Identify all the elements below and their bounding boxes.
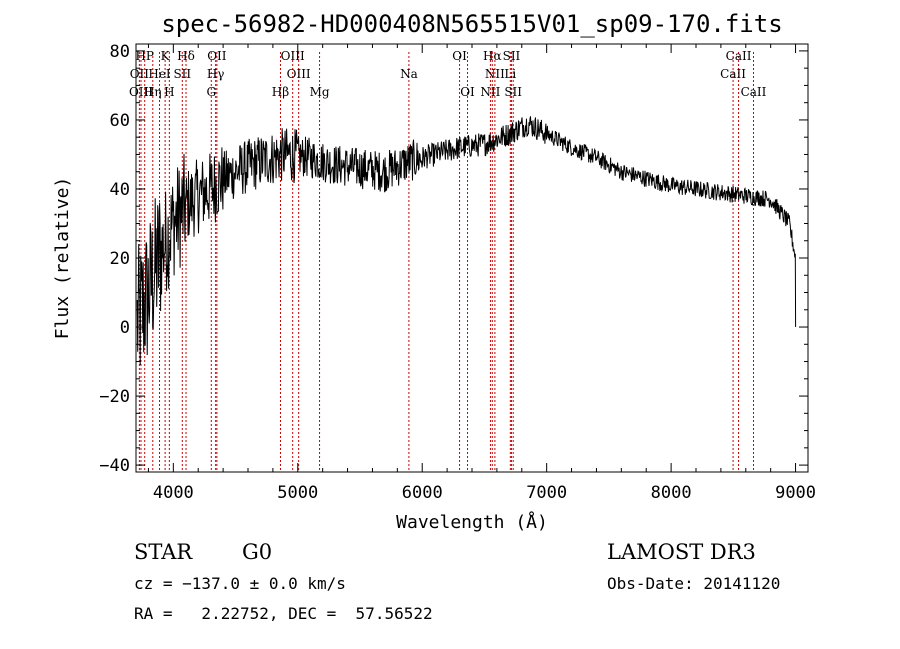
y-tick-label: 60	[110, 111, 130, 131]
spectral-line-label: Na	[400, 67, 418, 81]
x-tick-label: 7000	[526, 483, 567, 503]
spectral-line-label: OI	[452, 49, 467, 63]
chart-title: spec-56982-HD000408N565515V01_sp09-170.f…	[161, 10, 782, 38]
y-tick-label: 20	[110, 249, 130, 269]
x-tick-label: 4000	[153, 483, 194, 503]
spectral-line-label: HeI	[148, 67, 171, 81]
y-axis-label: Flux (relative)	[52, 177, 73, 340]
x-tick-label: 6000	[402, 483, 443, 503]
spectral-line-label: CaII	[726, 49, 752, 63]
spectral-line-label: K	[161, 49, 171, 63]
x-tick-label: 8000	[651, 483, 692, 503]
spectral-line-label: Hα	[483, 49, 502, 63]
spectral-line-label: CaII	[741, 85, 767, 99]
spectral-line-label: NII	[480, 85, 500, 99]
y-tick-label: 0	[120, 318, 130, 338]
y-tick-label: −20	[99, 387, 130, 407]
survey-name: LAMOST DR3	[607, 540, 756, 564]
spectrum-series-line	[136, 116, 797, 366]
spectral-line-label: Hη	[144, 85, 162, 99]
obs-date-text: Obs-Date: 20141120	[607, 574, 780, 593]
spectral-line-label: OIII	[129, 85, 153, 99]
spectral-line-label: OII	[130, 67, 150, 81]
spectral-line-label: CaII	[720, 67, 746, 81]
spectral-line-label: OII	[207, 49, 227, 63]
spectral-line-label: SII	[503, 49, 521, 63]
spectral-line-label: Hδ	[177, 49, 195, 63]
spectral-line-label: Mg	[310, 85, 330, 99]
spectral-line-label: OIII	[287, 67, 311, 81]
y-tick-label: 80	[110, 42, 130, 62]
object-subclass: G0	[242, 540, 272, 564]
spectral-line-label: OIII	[281, 49, 305, 63]
spectral-line-label: G	[206, 85, 216, 99]
x-axis-label: Wavelength (Å)	[396, 511, 548, 533]
spectral-line-markers	[138, 52, 754, 472]
redshift-text: cz = −137.0 ± 0.0 km/s	[134, 574, 346, 593]
spectral-line-label: Li	[504, 67, 516, 81]
spectral-line-label: Hγ	[207, 67, 225, 81]
plot-frame	[135, 43, 809, 473]
y-tick-labels: −40 −20 0 20 40 60 80	[99, 42, 130, 476]
y-tick-label: 40	[110, 180, 130, 200]
y-tick-label: −40	[99, 456, 130, 476]
spectral-line-label: NII	[485, 67, 505, 81]
object-class: STAR	[134, 540, 193, 564]
x-tick-labels: 4000 5000 6000 7000 8000 9000	[153, 483, 816, 503]
x-tick-label: 9000	[775, 483, 816, 503]
spectral-line-label: HP	[135, 49, 154, 63]
spectral-line-label: H	[164, 85, 174, 99]
coordinates-text: RA = 2.22752, DEC = 57.56522	[134, 604, 433, 623]
spectral-line-label: OI	[460, 85, 475, 99]
axis-ticks	[136, 44, 808, 472]
spectral-line-label: SII	[173, 67, 191, 81]
spectral-line-label: SII	[504, 85, 522, 99]
x-tick-label: 5000	[277, 483, 318, 503]
spectral-line-label: Hβ	[272, 85, 289, 99]
